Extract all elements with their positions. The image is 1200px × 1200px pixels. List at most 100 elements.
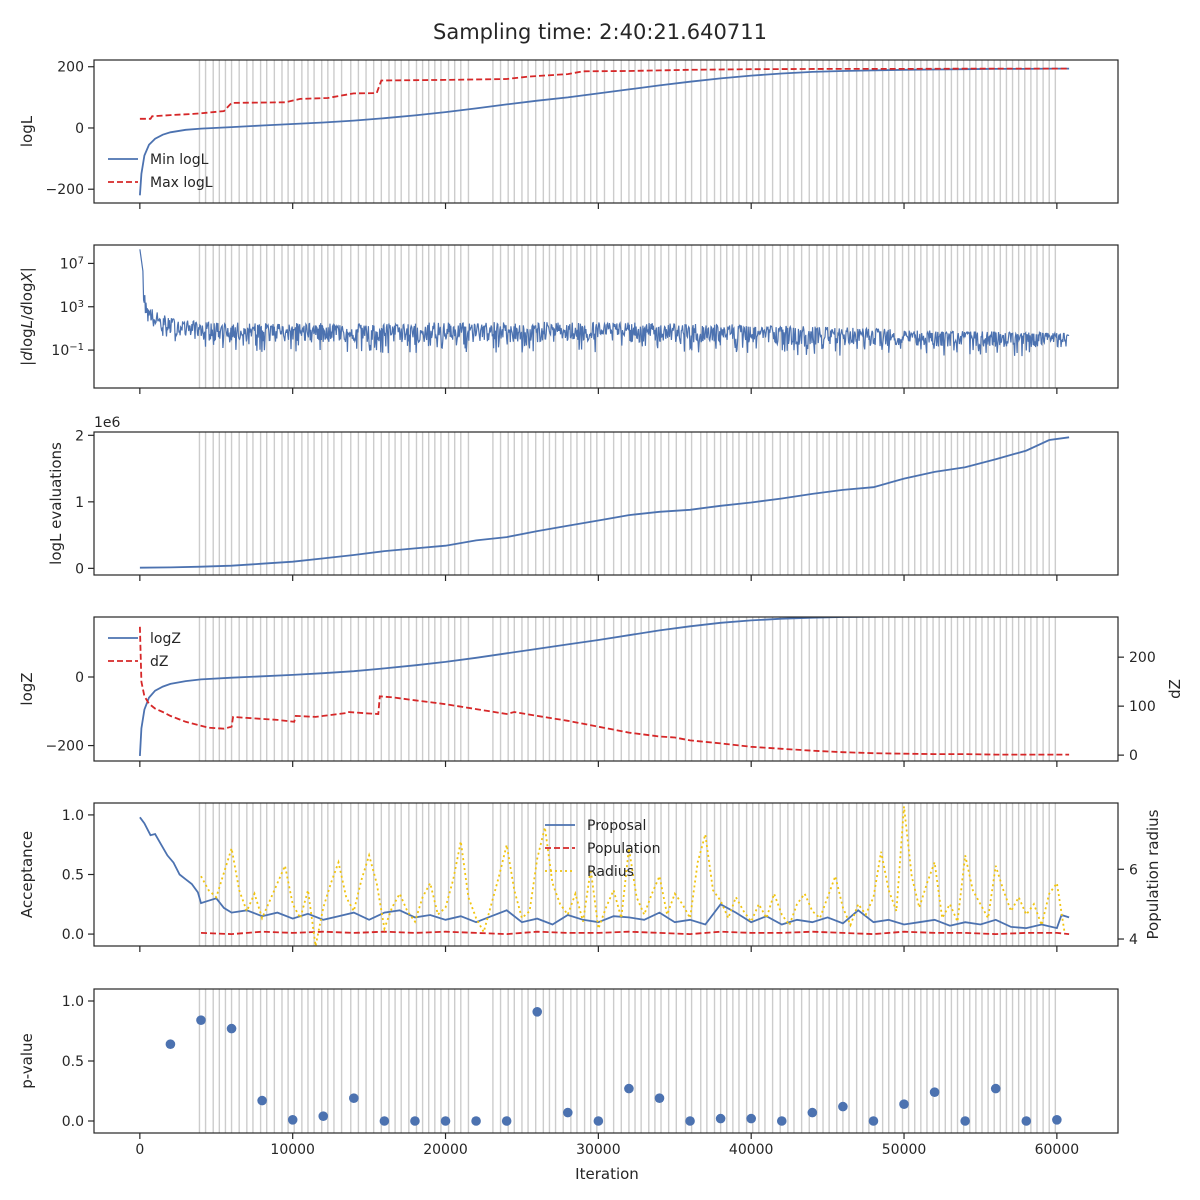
insertion-event-lines xyxy=(198,60,1057,203)
legend-label: Min logL xyxy=(150,152,209,168)
y-axis-label: Acceptance xyxy=(18,831,36,918)
x-tick-label: 30000 xyxy=(576,1142,621,1158)
y-tick-label: 0 xyxy=(75,561,84,577)
y-tick-label: 0.0 xyxy=(62,927,84,943)
panel-2: 107 103 10−1 |dlogL/dlogX| xyxy=(18,244,1119,394)
scatter-point xyxy=(471,1116,481,1126)
scatter-point xyxy=(1021,1116,1032,1126)
y-tick-label: 0.5 xyxy=(62,868,84,884)
scatter-point xyxy=(501,1116,512,1126)
x-tick-label: 60000 xyxy=(1035,1142,1080,1158)
plot-area xyxy=(139,617,1070,761)
panel-1: 200 0 −200 logL Min logL Max logL xyxy=(18,59,1119,209)
series-min-logl xyxy=(139,67,1070,196)
series-population xyxy=(200,930,1070,936)
y-right-tick-label: 6 xyxy=(1129,862,1138,878)
figure-title: Sampling time: 2:40:21.640711 xyxy=(433,20,767,44)
plot-area xyxy=(165,989,1062,1133)
y-tick-label: 200 xyxy=(57,60,84,76)
scatter-point xyxy=(1052,1115,1062,1125)
scatter-point xyxy=(838,1101,848,1112)
series-line xyxy=(139,436,1070,569)
y-tick-label: 103 xyxy=(60,298,84,316)
legend-label: logZ xyxy=(150,631,181,647)
plot-area xyxy=(139,432,1070,575)
legend: Proposal Population Radius xyxy=(545,818,661,880)
y-tick-label: −200 xyxy=(46,182,84,198)
panel-6: 0 10000 20000 30000 40000 50000 60000 1.0 0.5 0.0… xyxy=(18,988,1119,1158)
scatter-point xyxy=(196,1015,206,1025)
axes-frame xyxy=(93,244,1119,389)
legend-label: Proposal xyxy=(587,818,646,834)
axes-frame xyxy=(93,59,1119,204)
x-tick-label: 0 xyxy=(135,1142,144,1158)
series-line xyxy=(139,249,1070,357)
scatter-point xyxy=(410,1116,420,1126)
axes-frame xyxy=(93,988,1119,1134)
insertion-event-lines xyxy=(198,803,1057,946)
panel-4: 0 −200 200 100 0 logZ dZ logZ dZ xyxy=(18,616,1184,767)
y-axis-label: |dlogL/dlogX| xyxy=(18,267,36,366)
legend-label: Max logL xyxy=(150,175,213,191)
y-right-tick-label: 0 xyxy=(1129,748,1138,764)
scatter-point xyxy=(929,1087,940,1097)
series-max-logl xyxy=(139,67,1070,120)
scatter-point xyxy=(318,1111,329,1121)
y-right-tick-label: 4 xyxy=(1129,932,1138,948)
scatter-point xyxy=(776,1116,787,1126)
y-tick-label: 107 xyxy=(60,255,84,273)
y-axis-label: logZ xyxy=(18,672,36,705)
scatter-point xyxy=(226,1023,237,1034)
scatter-point xyxy=(257,1095,267,1106)
scatter-point xyxy=(990,1083,1001,1094)
scatter-point xyxy=(349,1093,359,1103)
x-tick-label: 20000 xyxy=(423,1142,468,1158)
y-tick-label: 0 xyxy=(75,670,84,686)
plot-area xyxy=(139,803,1070,946)
y-axis-label-right: dZ xyxy=(1166,679,1184,699)
insertion-event-lines xyxy=(198,432,1057,575)
offset-label: 1e6 xyxy=(94,415,121,431)
insertion-event-lines xyxy=(198,245,1057,388)
axes-frame xyxy=(93,616,1119,762)
y-right-tick-label: 100 xyxy=(1129,699,1156,715)
scatter-point xyxy=(715,1113,726,1124)
scatter-point xyxy=(654,1093,665,1103)
legend: logZ dZ xyxy=(108,631,181,670)
scatter-point xyxy=(685,1116,695,1126)
y-tick-label: −200 xyxy=(46,739,84,755)
y-axis-label: p-value xyxy=(18,1033,36,1089)
scatter-point xyxy=(440,1116,451,1126)
series-dz xyxy=(139,626,1070,756)
y-axis-label: logL evaluations xyxy=(47,442,65,565)
y-right-tick-label: 200 xyxy=(1129,650,1156,666)
panel-5: 1.0 0.5 0.0 6 4 Acceptance Population radius Pr… xyxy=(18,802,1162,952)
series-radius xyxy=(200,806,1066,946)
y-axis-label-right: Population radius xyxy=(1144,809,1162,939)
y-tick-label: 10−1 xyxy=(51,342,84,360)
scatter-point xyxy=(287,1115,298,1125)
insertion-event-lines xyxy=(198,617,1057,761)
scatter-point xyxy=(624,1083,634,1094)
legend-label: Population xyxy=(587,841,661,857)
scatter-point xyxy=(165,1039,176,1049)
scatter-point xyxy=(379,1116,390,1126)
x-tick-label: 10000 xyxy=(270,1142,315,1158)
scatter-point xyxy=(960,1116,970,1126)
x-tick-label: 40000 xyxy=(729,1142,774,1158)
y-axis-label: logL xyxy=(18,115,36,147)
scatter-point xyxy=(746,1113,756,1124)
series-proposal xyxy=(139,816,1070,930)
y-tick-label: 0.0 xyxy=(62,1114,84,1130)
y-tick-label: 1 xyxy=(75,495,84,511)
scatter-point xyxy=(899,1099,909,1109)
y-tick-label: 0.5 xyxy=(62,1054,84,1070)
x-tick-label: 50000 xyxy=(882,1142,927,1158)
legend-label: Radius xyxy=(587,864,634,880)
legend-label: dZ xyxy=(150,654,168,670)
scatter-point xyxy=(807,1107,818,1118)
axes-frame xyxy=(93,431,1119,576)
x-axis-label: Iteration xyxy=(575,1165,639,1183)
scatter-point xyxy=(593,1116,604,1126)
